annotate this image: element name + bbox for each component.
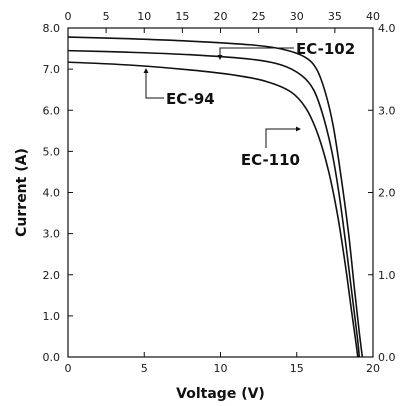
y-left-tick-label: 0.0 <box>43 351 61 364</box>
y-left-tick-label: 7.0 <box>43 63 61 76</box>
x-bottom-tick-label: 10 <box>214 362 228 375</box>
series-label-ec-110: EC-110 <box>241 151 300 169</box>
y-right-tick-label: 3.0 <box>378 104 396 117</box>
y-left-tick-label: 4.0 <box>43 187 61 200</box>
tick-marks <box>67 27 374 358</box>
curve-ec-110 <box>67 49 361 358</box>
callout-arrow-ec-102 <box>217 55 223 60</box>
x-axis-title: Voltage (V) <box>176 386 265 402</box>
y-right-tick-label: 4.0 <box>378 22 396 35</box>
x-top-tick-label: 25 <box>252 10 266 23</box>
curves <box>67 36 364 358</box>
curve-ec-102 <box>67 36 364 358</box>
y-right-tick-label: 0.0 <box>378 351 396 364</box>
x-bottom-tick-label: 0 <box>65 362 72 375</box>
curve-ec-94 <box>67 61 359 358</box>
series-annotations: EC-102 EC-94 EC-110 <box>143 40 355 169</box>
x-bottom-tick-label: 15 <box>290 362 304 375</box>
y-left-tick-label: 1.0 <box>43 310 61 323</box>
x-top-tick-label: 20 <box>214 10 228 23</box>
y-right-tick-label: 2.0 <box>378 187 396 200</box>
x-bottom-tick-label: 5 <box>141 362 148 375</box>
x-top-tick-label: 10 <box>137 10 151 23</box>
plot-frame <box>67 27 374 358</box>
x-bottom-tick-label: 20 <box>366 362 380 375</box>
x-top-tick-label: 0 <box>65 10 72 23</box>
callout-arrow-ec-110 <box>296 126 301 132</box>
y-right-tick-label: 1.0 <box>378 269 396 282</box>
x-top-tick-label: 5 <box>103 10 110 23</box>
series-label-ec-94: EC-94 <box>166 90 215 108</box>
y-left-tick-label: 2.0 <box>43 269 61 282</box>
series-label-ec-102: EC-102 <box>296 40 355 58</box>
y-left-tick-label: 6.0 <box>43 104 61 117</box>
x-top-tick-label: 30 <box>290 10 304 23</box>
x-top-tick-label: 15 <box>175 10 189 23</box>
x-top-tick-label: 40 <box>366 10 380 23</box>
callout-line-ec-110 <box>265 128 298 148</box>
y-left-tick-label: 3.0 <box>43 228 61 241</box>
callout-arrow-ec-94 <box>143 68 149 73</box>
callout-line-ec-94 <box>145 70 164 99</box>
y-left-tick-label: 8.0 <box>43 22 61 35</box>
y-axis-title: Current (A) <box>14 148 30 237</box>
x-top-tick-label: 35 <box>328 10 342 23</box>
callout-line-ec-102 <box>219 47 294 58</box>
y-left-tick-label: 5.0 <box>43 145 61 158</box>
